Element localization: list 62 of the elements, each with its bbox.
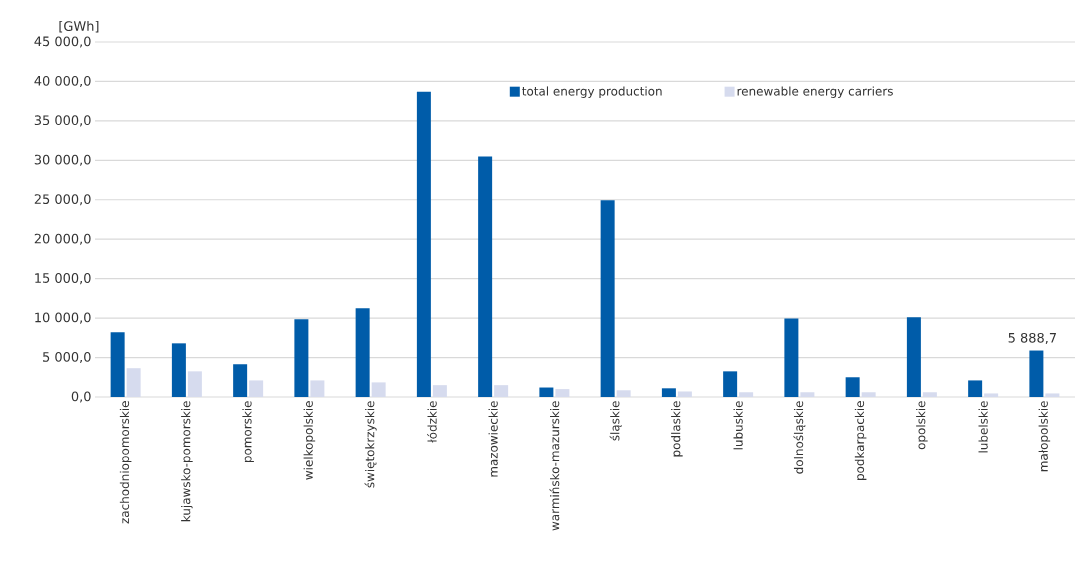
bar	[1045, 393, 1060, 397]
legend-label: total energy production	[522, 86, 662, 98]
x-tick-label: opolskie	[916, 401, 928, 450]
bar	[555, 389, 570, 397]
x-tick-label: kujawsko-pomorskie	[181, 401, 193, 522]
bar	[739, 392, 754, 397]
y-tick-label: 20 000,0	[34, 233, 91, 245]
bar	[478, 156, 493, 397]
x-tick-label: małopolskie	[1038, 401, 1051, 472]
bar	[494, 385, 509, 397]
y-tick-label: 45 000,0	[34, 36, 91, 48]
x-tick-label: wielkopolskie	[303, 401, 316, 480]
y-tick-label: 35 000,0	[34, 115, 91, 127]
bar	[233, 364, 248, 397]
bar	[355, 308, 370, 397]
x-tick-label: śląskie	[609, 401, 622, 441]
bar	[861, 392, 876, 397]
x-tick-label: łódzkie	[427, 401, 437, 443]
x-tick-label: lubuskie	[733, 401, 743, 450]
bar	[600, 200, 615, 397]
x-tick-label: świętokrzyskie	[364, 401, 377, 488]
bar	[416, 91, 431, 397]
bar	[310, 380, 325, 397]
bar	[371, 382, 386, 397]
y-tick-label: 10 000,0	[35, 312, 91, 324]
x-tick-label: warmińsko-mazurskie	[549, 401, 560, 531]
x-tick-label: podkarpackie	[854, 401, 867, 480]
bar	[126, 368, 141, 397]
x-tick-label: lubelskie	[978, 401, 988, 453]
bar	[661, 388, 676, 397]
bar	[432, 385, 447, 397]
x-tick-label: podlaskie	[671, 401, 683, 457]
y-tick-label: 40 000,0	[34, 75, 91, 87]
y-tick-label: 25 000,0	[34, 194, 91, 206]
x-tick-label: pomorskie	[242, 401, 254, 463]
y-axis-title: [GWh]	[59, 20, 99, 33]
bar	[677, 391, 692, 397]
legend-label: renewable energy carriers	[737, 86, 893, 98]
bar	[906, 317, 921, 397]
bar	[984, 393, 999, 397]
bar	[723, 371, 738, 397]
bar	[800, 392, 815, 397]
bar	[845, 377, 860, 397]
bar	[294, 319, 309, 397]
bar	[922, 392, 937, 397]
y-tick-label: 5 000,0	[43, 351, 91, 364]
bar	[784, 318, 799, 397]
bar	[1029, 350, 1044, 397]
bar	[968, 380, 983, 397]
x-tick-label: zachodniopomorskie	[119, 401, 132, 524]
y-tick-label: 15 000,0	[35, 273, 91, 285]
y-tick-label: 30 000,0	[34, 154, 91, 166]
bar	[249, 380, 264, 397]
bar	[171, 343, 186, 397]
y-tick-label: 0,0	[71, 391, 91, 403]
bar	[110, 332, 125, 397]
data-label: 5 888,7	[1008, 332, 1056, 345]
bar	[539, 387, 554, 397]
x-tick-label: mazowieckie	[488, 401, 498, 477]
x-tick-label: dolnośląskie	[793, 401, 806, 474]
bar	[187, 371, 202, 397]
bar	[616, 390, 631, 397]
